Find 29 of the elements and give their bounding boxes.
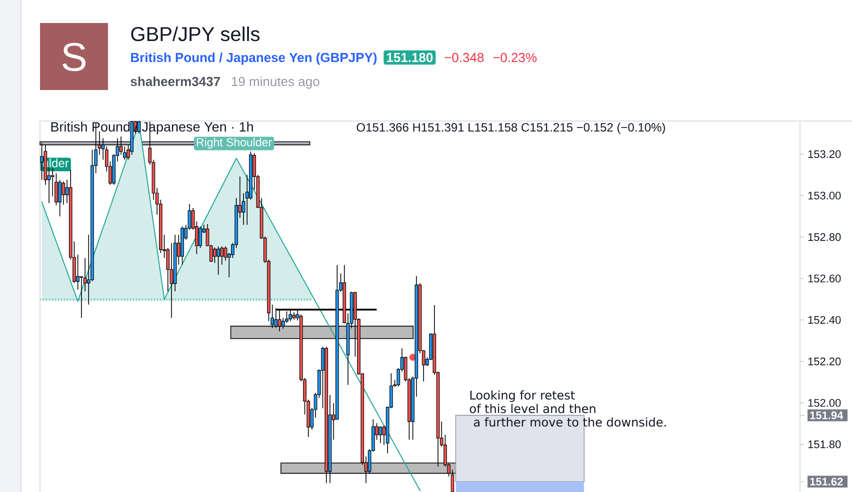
text: 151.180 [386,52,433,62]
chart-title: GBP/JPY sells [131,26,260,42]
annotation: a further move to the downside. [474,417,666,427]
candlestick [213,247,216,264]
y-tick-label: 152.20 [808,358,841,366]
annotation: Looking for retest [470,390,575,402]
y-tick-label: 152.00 [808,398,841,407]
annotation: Right Shoulder [196,138,272,149]
candlestick [216,246,220,276]
annotation: O151.366 H151.391 L151.158 C151.215 −0.152 (−0.10%) [356,122,665,134]
candlestick [378,426,382,444]
y-tick-label: 151.62 [810,478,843,486]
y-tick-label: 152.40 [808,316,841,324]
y-tick-label: 151.80 [808,440,841,448]
y-tick-label: 152.80 [808,233,841,241]
candlestick [198,226,202,248]
text: 19 minutes ago [232,76,320,89]
y-tick-label: 153.20 [808,150,841,158]
candlestick [62,181,66,206]
text: −0.23% [493,52,537,62]
y-tick-label: 153.00 [808,192,841,200]
y-tick-label: 151.94 [810,411,844,420]
candlestick [58,179,62,217]
y-tick-label: 152.60 [808,274,841,282]
text: shaheerm3437 [130,76,220,86]
chart-subtitle: British Pound / Japanese Yen (GBPJPY) [131,52,377,65]
text: −0.348 [444,52,484,62]
text: S [62,42,86,72]
annotation: of this level and then [470,404,596,414]
